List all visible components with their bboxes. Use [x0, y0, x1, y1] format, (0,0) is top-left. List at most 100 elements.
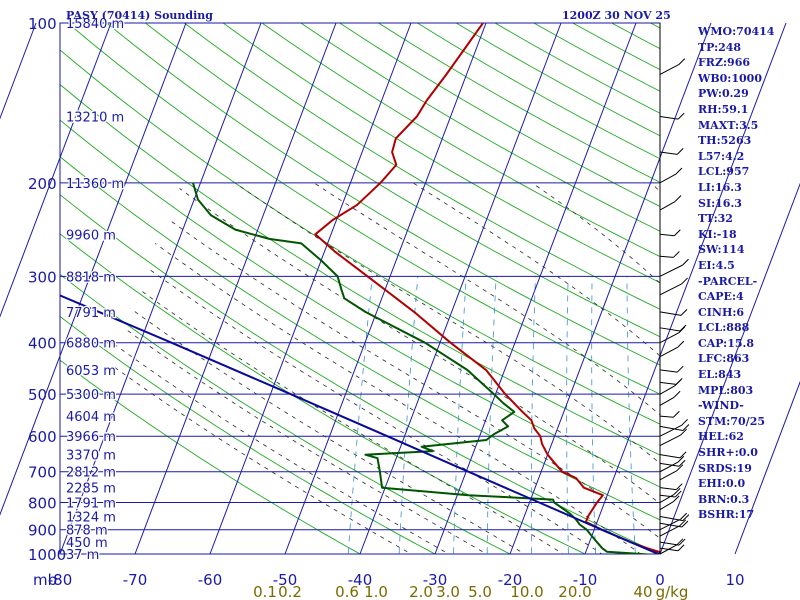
isotherm-line	[359, 22, 562, 555]
observation-time: 1200Z 30 NOV 25	[562, 9, 671, 22]
temperature-tick-label: -50	[273, 571, 298, 589]
moist-adiabat-line	[141, 290, 564, 554]
pressure-tick-label: 800	[28, 495, 57, 513]
isotherm-line	[209, 22, 412, 555]
wind-barb-flag	[678, 538, 686, 546]
dewpoint-profile	[192, 182, 657, 554]
wind-barb-flag	[682, 424, 690, 431]
dry-adiabat-line	[60, 156, 660, 521]
moist-adiabat-line	[123, 327, 488, 554]
dry-adiabat-line	[60, 49, 660, 425]
height-label: 1324 m	[66, 511, 116, 526]
stability-index-item: TT:32	[698, 212, 733, 226]
wind-barb-flag	[679, 519, 687, 527]
pressure-tick-label: 500	[28, 386, 57, 404]
wind-barb	[659, 346, 679, 358]
isotherm-line	[59, 22, 262, 555]
moist-adiabats	[110, 182, 660, 554]
stability-index-item: BSHR:17	[698, 508, 755, 522]
wind-barb	[659, 116, 679, 120]
stability-index-item: EI:4.5	[698, 258, 735, 272]
mixing-ratio-tick-label: 40	[633, 583, 652, 600]
mixing-ratio-lines	[347, 276, 800, 565]
mixing-ratio-tick-label: 1.0	[364, 583, 388, 600]
height-label: 5300 m	[66, 388, 116, 403]
mixing-ratio-line	[780, 276, 800, 565]
wind-barb	[659, 283, 682, 296]
moist-adiabat-line	[154, 243, 642, 554]
wind-barb	[659, 518, 681, 531]
stability-index-item: MAXT:3.5	[698, 118, 759, 132]
wind-barb	[659, 462, 680, 467]
height-label: 9960 m	[66, 228, 116, 243]
wind-barb	[659, 381, 677, 385]
wind-barb	[659, 369, 678, 373]
stability-index-item: HEL:62	[698, 430, 744, 444]
isotherm-line	[734, 380, 800, 555]
wind-barb-flag	[677, 455, 685, 463]
height-label: 3966 m	[66, 430, 116, 445]
dry-adiabat-line	[60, 119, 660, 488]
wind-barb	[659, 522, 683, 528]
height-labels: 15840 m 13210 m 11360 m 9960 m 8818 m 7791 m 6…	[65, 16, 126, 565]
moist-adiabat-line	[179, 188, 660, 505]
dry-adiabat-line	[60, 83, 660, 456]
wind-barb-flag	[682, 258, 689, 266]
stability-index-item: CINH:6	[698, 305, 745, 319]
mixing-ratio-line	[566, 276, 569, 554]
wind-barb	[659, 434, 681, 447]
wind-barb-flag	[678, 58, 686, 65]
stability-index-item: EHI:0.0	[698, 477, 746, 491]
pressure-tick-label: 700	[28, 464, 57, 482]
mixing-ratio-tick-label: 2.0	[409, 583, 433, 600]
wind-barb	[659, 493, 675, 503]
isotherm-line	[434, 22, 637, 555]
wind-barb-flag	[673, 390, 681, 398]
wind-barb-flag	[681, 277, 688, 285]
stability-index-item: TH:5263	[698, 134, 752, 148]
wind-barb-flag	[680, 512, 688, 520]
moist-adiabat-line	[169, 219, 660, 539]
wind-barb	[659, 470, 678, 481]
temperature-tick-label: -70	[123, 571, 148, 589]
moist-adiabat-line	[110, 364, 412, 554]
stability-index-item: L57:4.2	[698, 149, 745, 163]
dry-adiabat-line	[60, 315, 436, 554]
wind-barb	[659, 425, 684, 431]
wind-barb-flag	[673, 488, 681, 495]
mixing-ratio-tick-label: 3.0	[436, 583, 460, 600]
wind-barb-flag	[678, 459, 686, 467]
pressure-tick-label: 300	[28, 268, 57, 286]
wind-barb-flag	[675, 377, 683, 385]
temperature-tick-label: -20	[498, 571, 523, 589]
mixing-ratio-line	[591, 276, 597, 554]
mixing-ratio-tick-label: 0.2	[278, 583, 302, 600]
isotherm-line	[584, 22, 787, 555]
stability-indices-panel: WMO:70414 TP:248 FRZ:966 WB0:1000 PW:0.29 RH:…	[698, 24, 774, 523]
height-label: 2285 m	[66, 482, 116, 497]
mixing-ratio-tick-label: 0.1	[253, 583, 277, 600]
stability-index-item: WMO:70414	[698, 25, 775, 38]
height-label: 8818 m	[66, 270, 116, 285]
wind-barb-flag	[680, 309, 688, 316]
height-label: 878 m	[66, 524, 108, 539]
isotherm-line	[0, 22, 187, 516]
wind-barb	[659, 494, 676, 498]
wind-barb	[659, 311, 682, 316]
dry-adiabat-line	[60, 359, 361, 554]
wind-barb	[659, 415, 674, 418]
wind-barb	[659, 64, 680, 75]
dry-adiabat-line	[261, 23, 660, 258]
mixing-ratio-line	[453, 276, 467, 554]
height-label: 6053 m	[66, 364, 116, 379]
stability-index-item: SI:16.3	[698, 196, 742, 210]
wind-barb-flag	[675, 483, 683, 491]
parcel-profile	[60, 294, 660, 554]
mixing-ratio-line	[398, 276, 419, 554]
stability-index-item: MPL:803	[698, 383, 754, 397]
moist-adiabat-line	[115, 345, 450, 554]
mixing-ratio-unit-label: g/kg	[656, 583, 689, 600]
wind-barb	[659, 516, 684, 522]
wind-barbs	[659, 23, 690, 555]
